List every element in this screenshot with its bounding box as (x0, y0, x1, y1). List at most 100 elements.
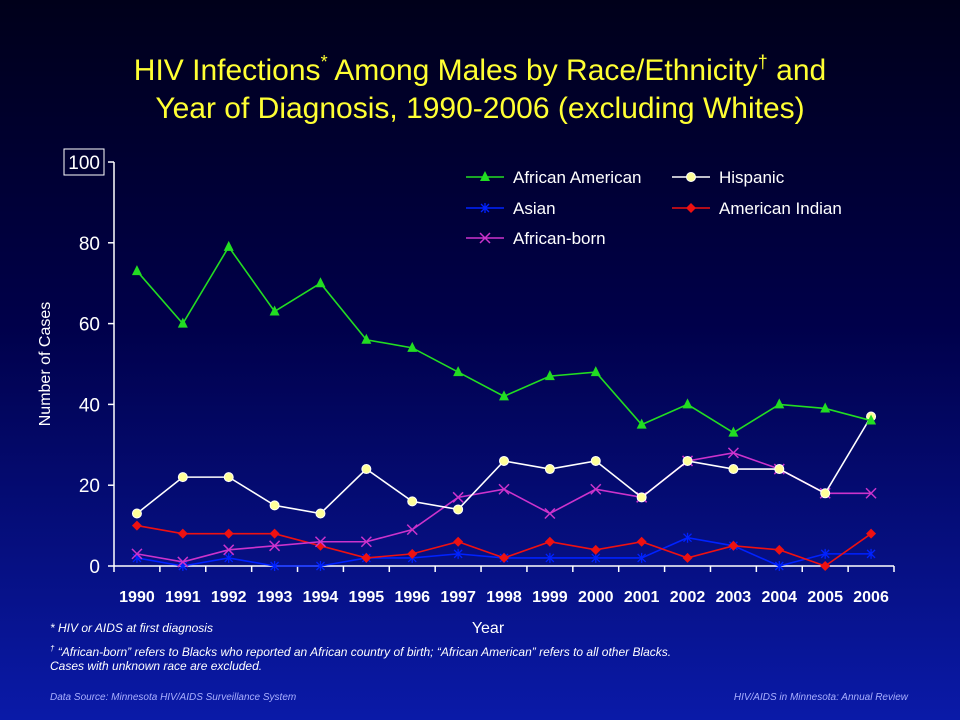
legend-label: Asian (513, 199, 556, 218)
legend-item: Asian (466, 199, 556, 218)
x-tick-label: 2000 (578, 589, 614, 606)
x-tick-label: 1997 (440, 589, 476, 606)
legend-item: African American (466, 168, 642, 187)
data-point (866, 548, 876, 559)
data-point (728, 464, 739, 475)
data-point (223, 240, 234, 251)
data-point (480, 171, 490, 181)
data-point (865, 487, 877, 499)
data-point (131, 548, 143, 560)
data-point (682, 455, 693, 466)
x-tick-label: 2005 (807, 589, 843, 606)
data-point (545, 552, 555, 563)
series-african-american (131, 240, 877, 437)
data-point (544, 536, 555, 547)
series-american-indian (131, 520, 877, 571)
y-axis-label: Number of Cases (37, 302, 54, 427)
data-point (453, 536, 464, 547)
data-point (269, 540, 281, 552)
data-source: Data Source: Minnesota HIV/AIDS Surveill… (50, 692, 297, 703)
title-footnote-mark: † (757, 52, 768, 72)
data-point (636, 492, 647, 503)
data-point (544, 507, 556, 520)
report-title: HIV/AIDS in Minnesota: Annual Review (733, 692, 908, 703)
data-point (682, 552, 693, 563)
title-footnote-mark: * (320, 52, 328, 72)
data-point (636, 418, 647, 429)
y-tick-label: 80 (79, 234, 100, 255)
title-text: HIV Infections (133, 54, 321, 87)
y-tick-label: 60 (79, 315, 100, 336)
data-point (453, 366, 464, 377)
data-point (224, 552, 234, 563)
x-tick-label: 1995 (349, 589, 385, 606)
data-point (479, 232, 491, 244)
data-point (498, 483, 510, 495)
data-point (361, 333, 372, 344)
data-point (499, 390, 509, 401)
data-point (270, 561, 280, 571)
data-point (728, 426, 739, 437)
legend-item: African-born (466, 229, 606, 248)
data-point (820, 402, 831, 413)
legend-item: Hispanic (672, 168, 785, 187)
data-point (407, 341, 418, 352)
data-point (315, 508, 326, 519)
data-point (590, 455, 601, 466)
x-tick-label: 2001 (624, 589, 660, 606)
x-tick-label: 1999 (532, 589, 568, 606)
data-point (866, 414, 877, 425)
y-tick-label: 0 (89, 557, 100, 578)
data-point (315, 277, 326, 288)
data-point (820, 561, 831, 571)
data-point (683, 532, 692, 543)
series-line (136, 245, 872, 434)
x-tick-label: 1998 (486, 589, 522, 606)
data-point (727, 447, 739, 459)
x-tick-label: 2002 (670, 589, 706, 606)
x-tick-label: 1991 (165, 589, 201, 606)
title-line-1: HIV Infections* Among Males by Race/Ethn… (0, 52, 960, 90)
title-text: and (767, 54, 827, 87)
footnote-2: † “African-born” refers to Blacks who re… (50, 644, 672, 673)
data-point (866, 528, 877, 539)
y-tick-label: 20 (79, 476, 100, 497)
data-point (223, 472, 234, 483)
data-point (223, 544, 235, 556)
y-tick-label: 100 (68, 153, 100, 174)
data-point (314, 536, 327, 548)
data-point (360, 536, 372, 548)
legend-item: American Indian (672, 199, 842, 218)
data-point (453, 504, 464, 515)
legend-label: African-born (513, 229, 606, 248)
x-tick-label: 2006 (853, 589, 889, 606)
data-point (177, 472, 188, 483)
legend-label: Hispanic (719, 168, 785, 187)
y-tick-label: 40 (79, 395, 100, 416)
data-point (774, 561, 784, 571)
data-point (316, 561, 325, 571)
title-text: Among Males by Race/Ethnicity (327, 54, 758, 87)
x-tick-label: 2003 (716, 589, 752, 606)
x-tick-label: 1992 (211, 589, 247, 606)
data-point (131, 508, 142, 519)
data-point (686, 203, 696, 213)
data-point (480, 203, 490, 213)
data-point (590, 366, 601, 377)
data-point (269, 500, 280, 511)
data-point (682, 398, 693, 409)
legend-label: American Indian (719, 199, 842, 218)
data-point (407, 496, 418, 507)
series-hispanic (131, 411, 877, 519)
data-point (728, 540, 739, 551)
data-point (636, 536, 647, 547)
data-point (452, 491, 464, 503)
x-tick-label: 1993 (257, 589, 293, 606)
data-point (774, 398, 785, 409)
data-point (544, 464, 555, 475)
data-point (177, 317, 188, 328)
x-tick-label: 1996 (394, 589, 430, 606)
data-point (223, 528, 234, 539)
data-point (820, 548, 830, 559)
